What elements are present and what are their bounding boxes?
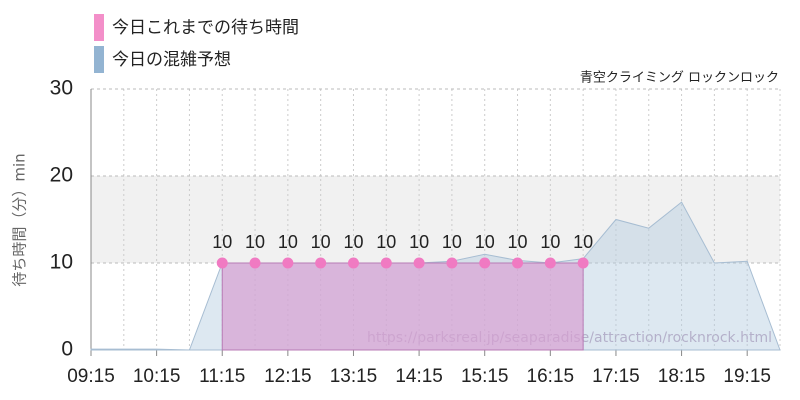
value-label: 10 [212, 232, 232, 252]
x-tick-label: 17:15 [592, 366, 640, 387]
point [315, 257, 327, 269]
y-tick-label: 30 [50, 77, 73, 100]
highlight-band [91, 176, 780, 263]
y-tick-label: 10 [50, 251, 73, 274]
point [544, 257, 556, 269]
point [249, 257, 261, 269]
value-label: 10 [343, 232, 363, 252]
point [577, 257, 589, 269]
x-tick-label: 18:15 [658, 366, 706, 387]
value-label: 10 [245, 232, 265, 252]
x-tick-label: 11:15 [199, 366, 245, 387]
value-label: 10 [409, 232, 429, 252]
x-tick-label: 09:15 [67, 366, 115, 387]
legend-label: 今日の混雑予想 [112, 50, 231, 70]
point [413, 257, 425, 269]
value-label: 10 [278, 232, 298, 252]
area [221, 262, 584, 351]
chart-subtitle: 青空クライミング ロックンロック [580, 71, 779, 86]
x-tick-label: 16:15 [527, 366, 575, 387]
value-label: 10 [376, 232, 396, 252]
y-axis-label: 待ち時間（分）min [11, 153, 29, 286]
point [479, 257, 491, 269]
legend-swatch [94, 46, 104, 73]
value-label: 10 [311, 232, 331, 252]
point [380, 257, 392, 269]
x-tick-label: 14:15 [395, 366, 443, 387]
x-tick-label: 19:15 [723, 366, 771, 387]
x-tick-label: 13:15 [330, 366, 378, 387]
point [216, 257, 228, 269]
value-label: 10 [442, 232, 462, 252]
y-tick-label: 20 [50, 164, 73, 187]
legend-label: 今日これまでの待ち時間 [112, 18, 299, 38]
legend-swatch [94, 14, 104, 41]
value-label: 10 [508, 232, 528, 252]
y-tick-label: 0 [61, 338, 73, 361]
point [446, 257, 458, 269]
value-label: 10 [573, 232, 593, 252]
point [512, 257, 524, 269]
x-tick-label: 12:15 [264, 366, 312, 387]
x-tick-label: 15:15 [461, 366, 509, 387]
point [282, 257, 294, 269]
value-label: 10 [475, 232, 495, 252]
point [347, 257, 359, 269]
value-label: 10 [540, 232, 560, 252]
x-tick-label: 10:15 [133, 366, 181, 387]
